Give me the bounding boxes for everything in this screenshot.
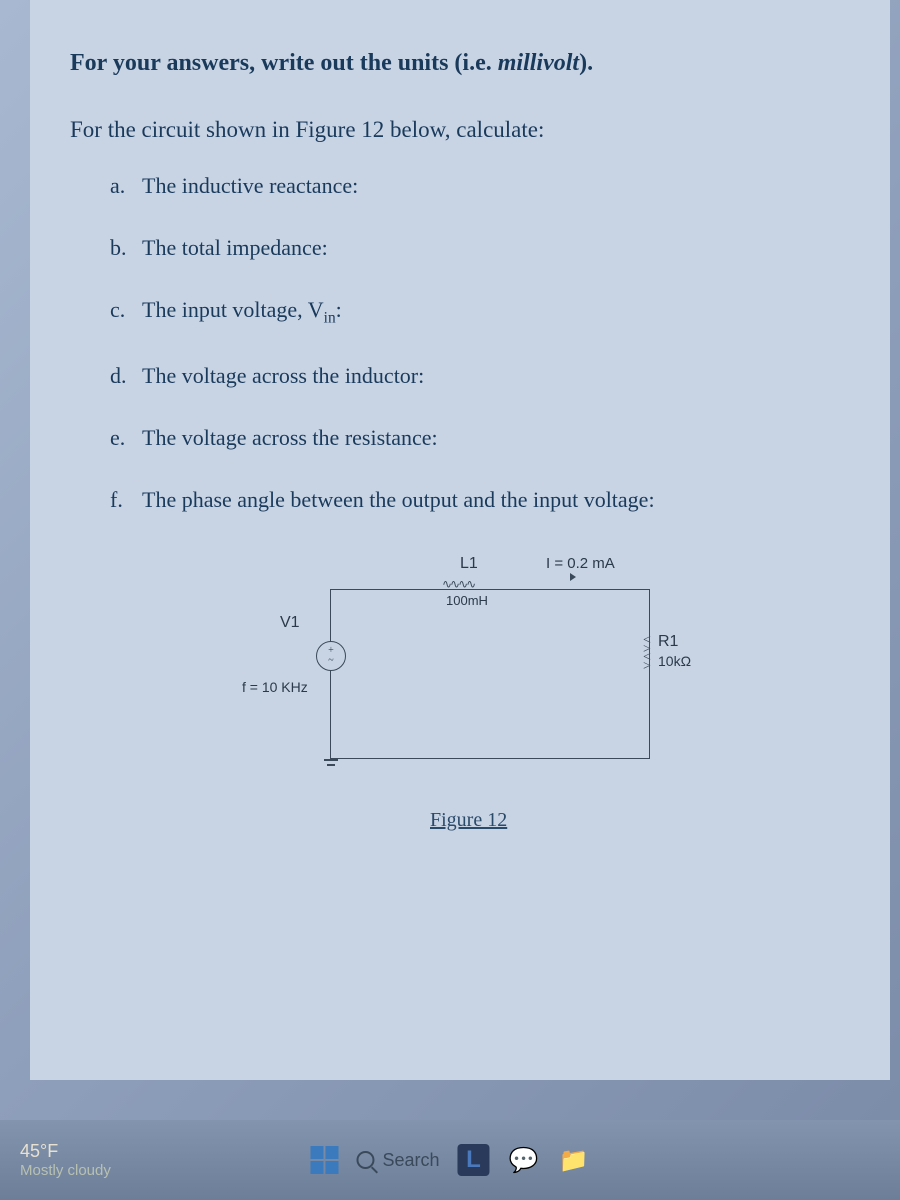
q-text: The inductive reactance: [142, 173, 358, 199]
question-a: a. The inductive reactance: [110, 173, 850, 199]
q-letter: e. [110, 425, 134, 451]
circuit-figure: +~ V1 f = 10 KHz L1 ∿∿∿∿ 100mH I = 0.2 m… [250, 549, 730, 829]
frequency-label: f = 10 KHz [242, 679, 308, 695]
q-text-sub: in [324, 309, 336, 326]
taskbar-center: Search L 💬 📁 [310, 1144, 589, 1176]
inductor-icon: ∿∿∿∿ [442, 577, 474, 592]
instruction-suffix: ). [579, 50, 593, 76]
q-text: The input voltage, Vin: [142, 297, 342, 327]
q-text: The total impedance: [142, 235, 328, 261]
chat-icon[interactable]: 💬 [508, 1144, 540, 1176]
inductor-value: 100mH [446, 593, 488, 608]
q-text-pre: The input voltage, V [142, 297, 324, 322]
figure-caption: Figure 12 [430, 809, 507, 832]
taskbar-app-icon[interactable]: L [458, 1144, 490, 1176]
q-text: The voltage across the inductor: [142, 363, 424, 389]
instruction-line: For your answers, write out the units (i… [70, 50, 850, 77]
circuit-loop [330, 589, 650, 759]
q-letter: c. [110, 297, 134, 327]
q-text: The phase angle between the output and t… [142, 487, 655, 513]
weather-temp: 45°F [20, 1141, 111, 1162]
instruction-prefix: For your answers, write out the units (i… [70, 50, 498, 76]
weather-desc: Mostly cloudy [20, 1162, 111, 1179]
taskbar: 45°F Mostly cloudy Search L 💬 📁 [0, 1120, 900, 1200]
question-f: f. The phase angle between the output an… [110, 487, 850, 513]
q-letter: a. [110, 173, 134, 199]
search-button[interactable]: Search [356, 1150, 439, 1171]
document-page: For your answers, write out the units (i… [30, 0, 890, 1080]
instruction-emphasis: millivolt [498, 50, 579, 76]
q-letter: f. [110, 487, 134, 513]
resistor-value: 10kΩ [658, 653, 691, 669]
inductor-label: L1 [460, 555, 478, 573]
ground-icon-2 [327, 764, 335, 766]
current-arrow-icon [570, 573, 576, 581]
start-icon[interactable] [310, 1146, 338, 1174]
ground-icon [324, 759, 338, 761]
search-label: Search [382, 1150, 439, 1171]
folder-icon[interactable]: 📁 [558, 1144, 590, 1176]
resistor-icon: <><> [643, 637, 651, 671]
q-text: The voltage across the resistance: [142, 425, 438, 451]
source-label: V1 [280, 614, 300, 632]
q-letter: d. [110, 363, 134, 389]
q-letter: b. [110, 235, 134, 261]
current-label: I = 0.2 mA [546, 555, 615, 572]
question-b: b. The total impedance: [110, 235, 850, 261]
q-text-post: : [336, 297, 342, 322]
prompt-line: For the circuit shown in Figure 12 below… [70, 117, 850, 143]
question-e: e. The voltage across the resistance: [110, 425, 850, 451]
question-c: c. The input voltage, Vin: [110, 297, 850, 327]
search-icon [356, 1151, 374, 1169]
question-d: d. The voltage across the inductor: [110, 363, 850, 389]
resistor-label: R1 [658, 633, 678, 651]
question-list: a. The inductive reactance: b. The total… [70, 173, 850, 513]
weather-widget[interactable]: 45°F Mostly cloudy [20, 1141, 111, 1179]
